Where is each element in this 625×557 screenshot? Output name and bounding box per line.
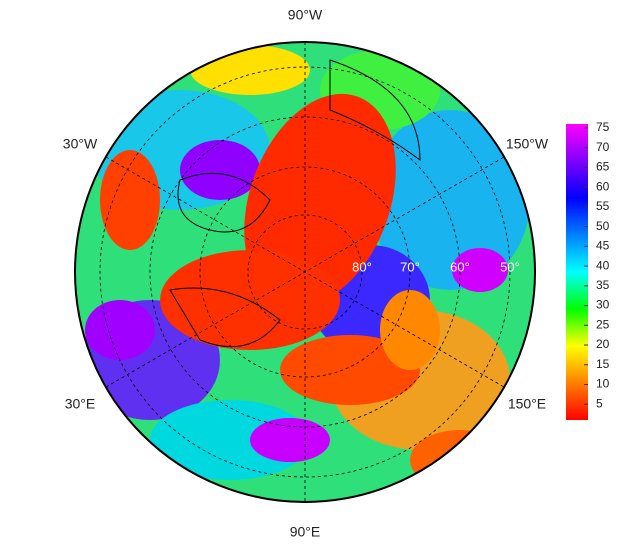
coastline xyxy=(169,59,421,348)
colorbar-tick-label: 20 xyxy=(596,337,610,351)
colorbar-tick-label: 35 xyxy=(596,278,610,292)
lon-label: 90°W xyxy=(288,7,323,23)
colorbar-tick-label: 40 xyxy=(596,258,610,272)
graticule xyxy=(99,42,511,502)
lat-label: 50° xyxy=(500,259,520,274)
colorbar-tick-label: 10 xyxy=(596,377,610,391)
colorbar-tick-label: 65 xyxy=(596,160,610,174)
colorbar-tick-label: 25 xyxy=(596,317,610,331)
lon-label: 150°E xyxy=(508,396,546,412)
colorbar: 5 10 15 20 25 30 35 40 45 50 55 60 65 70 75 xyxy=(566,120,610,420)
colorbar-tick-label: 5 xyxy=(596,396,603,410)
colorbar-tick-label: 50 xyxy=(596,219,610,233)
map-border xyxy=(74,41,536,503)
lat-label: 80° xyxy=(352,259,372,274)
lat-label: 60° xyxy=(450,259,470,274)
lon-label: 90°E xyxy=(290,524,321,540)
colorbar-tick-label: 70 xyxy=(596,140,610,154)
colorbar-tick-label: 15 xyxy=(596,357,610,371)
colorbar-tick-label: 75 xyxy=(596,120,610,134)
lon-label: 150°W xyxy=(506,136,549,152)
colorbar-tick-label: 30 xyxy=(596,298,610,312)
colorbar-tick-label: 45 xyxy=(596,239,610,253)
colorbar-tick-label: 60 xyxy=(596,179,610,193)
lon-label: 30°W xyxy=(63,136,98,152)
heat-field xyxy=(75,42,535,502)
colorbar-ramp xyxy=(566,124,588,420)
colorbar-tick-label: 55 xyxy=(596,199,610,213)
lon-label: 30°E xyxy=(65,396,96,412)
lat-label: 70° xyxy=(400,259,420,274)
